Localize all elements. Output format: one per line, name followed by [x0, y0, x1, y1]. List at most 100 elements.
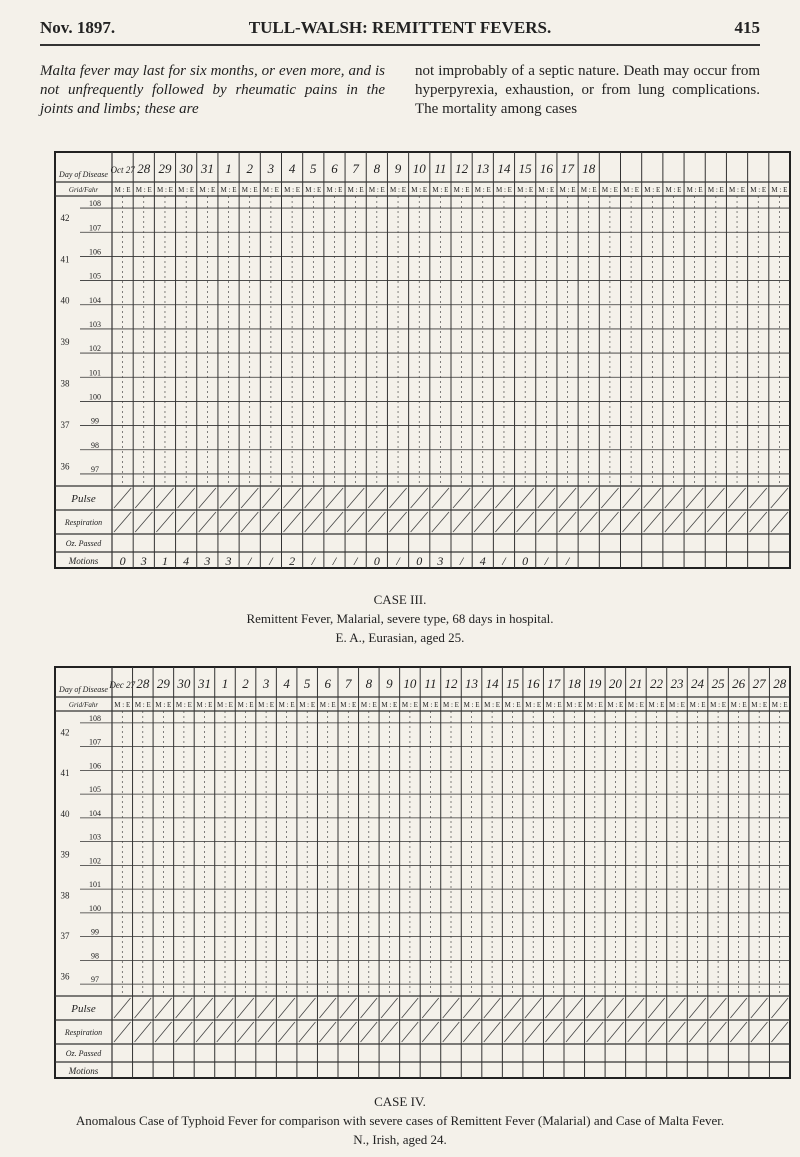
- row-label: Day of Disease: [58, 685, 108, 694]
- me-label: M : E: [644, 186, 660, 194]
- day-label: 16: [527, 676, 541, 691]
- motions-value: 1: [162, 554, 168, 568]
- diagonal: [558, 511, 577, 533]
- diagonal: [380, 997, 398, 1019]
- me-label: M : E: [238, 701, 254, 709]
- me-label: M : E: [538, 186, 554, 194]
- motions-value: 3: [140, 554, 147, 568]
- me-label: M : E: [587, 701, 603, 709]
- diagonal: [770, 487, 789, 509]
- diagonal: [421, 997, 440, 1019]
- fahrenheit-label: 105: [89, 785, 101, 794]
- diagonal: [545, 997, 563, 1019]
- diagonal: [452, 487, 471, 509]
- day-label: 15: [519, 161, 533, 176]
- diagonal: [240, 487, 259, 509]
- diagonal: [643, 487, 662, 509]
- fahrenheit-label: 100: [89, 904, 101, 913]
- diagonal: [283, 511, 301, 533]
- caption-line: Remittent Fever, Malarial, severe type, …: [246, 611, 554, 626]
- day-label: 23: [671, 676, 685, 691]
- diagonal: [558, 487, 577, 509]
- day-label: 9: [386, 676, 393, 691]
- diagonal: [688, 997, 707, 1019]
- row-label: Respiration: [64, 518, 102, 527]
- fahrenheit-label: 103: [89, 833, 101, 842]
- me-label: M : E: [475, 186, 491, 194]
- fahrenheit-label: 98: [91, 441, 99, 450]
- diagonal: [537, 511, 556, 533]
- motions-value: 3: [225, 554, 232, 568]
- day-label: 9: [395, 161, 402, 176]
- diagonal: [473, 487, 492, 509]
- diagonal: [156, 487, 174, 509]
- fahrenheit-label: 105: [89, 272, 101, 281]
- diagonal: [442, 997, 460, 1019]
- diagonal: [198, 511, 217, 533]
- day-label: 29: [157, 676, 171, 691]
- motions-value: /: [247, 554, 253, 568]
- fahrenheit-label: 101: [89, 368, 101, 377]
- caption-line: N., Irish, aged 24.: [353, 1132, 447, 1147]
- day-label: Dec 27: [108, 680, 135, 690]
- me-label: M : E: [464, 701, 480, 709]
- row-label: Motions: [68, 556, 99, 566]
- diagonal: [156, 511, 174, 533]
- diagonal: [257, 1021, 275, 1043]
- me-label: M : E: [348, 186, 364, 194]
- diagonal: [339, 1021, 357, 1043]
- me-label: M : E: [135, 701, 151, 709]
- celsius-label: 40: [61, 809, 71, 819]
- me-label: M : E: [751, 701, 767, 709]
- diagonal: [685, 511, 704, 533]
- diagonal: [389, 487, 407, 509]
- diagonal: [627, 997, 645, 1019]
- row-label: Motions: [68, 1066, 99, 1076]
- motions-value: 0: [374, 554, 380, 568]
- diagonal: [175, 1021, 193, 1043]
- frame: [54, 151, 791, 569]
- me-label: M : E: [114, 701, 130, 709]
- day-label: 1: [225, 161, 232, 176]
- day-label: 30: [179, 161, 194, 176]
- me-label: M : E: [279, 701, 295, 709]
- diagonal: [113, 487, 132, 509]
- caption-title: CASE III.: [373, 592, 427, 607]
- diagonal: [709, 997, 727, 1019]
- diagonal: [668, 997, 686, 1019]
- day-label: 8: [374, 161, 381, 176]
- celsius-label: 38: [61, 379, 71, 389]
- day-label: 2: [242, 676, 249, 691]
- diagonal: [483, 997, 501, 1019]
- diagonal: [749, 487, 768, 509]
- diagonal: [728, 487, 746, 509]
- row-label: Pulse: [70, 493, 96, 505]
- diagonal: [688, 1021, 707, 1043]
- diagonal: [240, 511, 259, 533]
- day-label: 2: [246, 161, 253, 176]
- diagonal: [431, 487, 450, 509]
- diagonal: [706, 511, 725, 533]
- day-label: 30: [176, 676, 191, 691]
- day-label: 14: [497, 161, 511, 176]
- caption: CASE IV. Anomalous Case of Typhoid Fever…: [40, 1092, 760, 1149]
- me-label: M : E: [221, 186, 237, 194]
- me-label: M : E: [196, 701, 212, 709]
- me-label: M : E: [369, 186, 385, 194]
- diagonal: [346, 487, 365, 509]
- day-label: 10: [403, 676, 417, 691]
- me-label: M : E: [690, 701, 706, 709]
- diagonal: [367, 511, 386, 533]
- me-label: M : E: [361, 701, 377, 709]
- me-label: M : E: [710, 701, 726, 709]
- day-label: 24: [691, 676, 705, 691]
- day-label: 26: [732, 676, 746, 691]
- row-label: Oz. Passed: [66, 1049, 103, 1058]
- me-label: M : E: [176, 701, 192, 709]
- diagonal: [154, 997, 172, 1019]
- day-label: 27: [753, 676, 767, 691]
- celsius-label: 41: [61, 768, 70, 778]
- diagonal: [339, 997, 357, 1019]
- diagonal: [278, 997, 296, 1019]
